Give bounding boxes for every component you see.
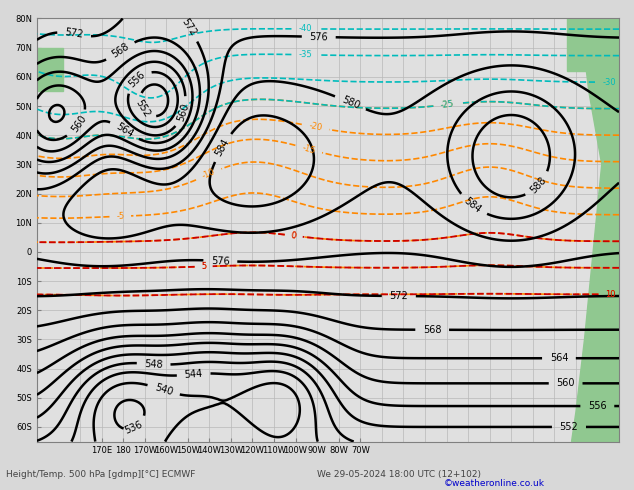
Text: 10: 10 — [605, 290, 616, 299]
Text: 536: 536 — [123, 419, 144, 436]
Text: Height/Temp. 500 hPa [gdmp][°C] ECMWF: Height/Temp. 500 hPa [gdmp][°C] ECMWF — [6, 470, 196, 479]
Text: ©weatheronline.co.uk: ©weatheronline.co.uk — [444, 479, 545, 488]
Text: -10: -10 — [200, 168, 217, 181]
Text: 10: 10 — [605, 290, 616, 299]
Text: 568: 568 — [110, 42, 131, 60]
Text: -5: -5 — [116, 212, 124, 221]
Text: 560: 560 — [69, 114, 88, 135]
Text: 580: 580 — [340, 95, 361, 111]
Text: -20: -20 — [308, 122, 323, 133]
Text: -40: -40 — [299, 24, 312, 33]
Polygon shape — [37, 48, 63, 92]
Text: 572: 572 — [179, 17, 198, 38]
Text: 576: 576 — [309, 32, 328, 42]
Text: 556: 556 — [588, 401, 607, 411]
Text: 584: 584 — [462, 196, 483, 215]
Text: 572: 572 — [64, 27, 84, 40]
Text: -35: -35 — [299, 50, 313, 59]
Text: -25: -25 — [440, 99, 455, 110]
Polygon shape — [572, 19, 619, 441]
Text: 548: 548 — [144, 359, 163, 369]
Text: We 29-05-2024 18:00 UTC (12+102): We 29-05-2024 18:00 UTC (12+102) — [317, 470, 481, 479]
Text: 588: 588 — [529, 175, 548, 195]
Text: 5: 5 — [201, 262, 207, 271]
Text: 564: 564 — [114, 122, 135, 140]
Text: 584: 584 — [214, 137, 231, 158]
Text: 560: 560 — [557, 378, 575, 389]
Text: 0: 0 — [290, 231, 297, 241]
Text: 540: 540 — [153, 383, 174, 397]
Text: 564: 564 — [550, 353, 568, 363]
Polygon shape — [567, 19, 619, 71]
Text: 544: 544 — [184, 368, 204, 380]
Text: 560: 560 — [176, 101, 191, 122]
Text: 576: 576 — [211, 256, 230, 266]
Text: -30: -30 — [602, 77, 616, 87]
Text: -25: -25 — [440, 99, 455, 110]
Text: 5: 5 — [201, 262, 207, 271]
Text: 556: 556 — [127, 70, 147, 90]
Text: 552: 552 — [560, 422, 578, 432]
Text: -15: -15 — [301, 143, 316, 155]
Text: 552: 552 — [133, 98, 152, 119]
Text: 568: 568 — [423, 325, 441, 335]
Text: 0: 0 — [290, 231, 297, 241]
Text: 572: 572 — [389, 291, 408, 301]
